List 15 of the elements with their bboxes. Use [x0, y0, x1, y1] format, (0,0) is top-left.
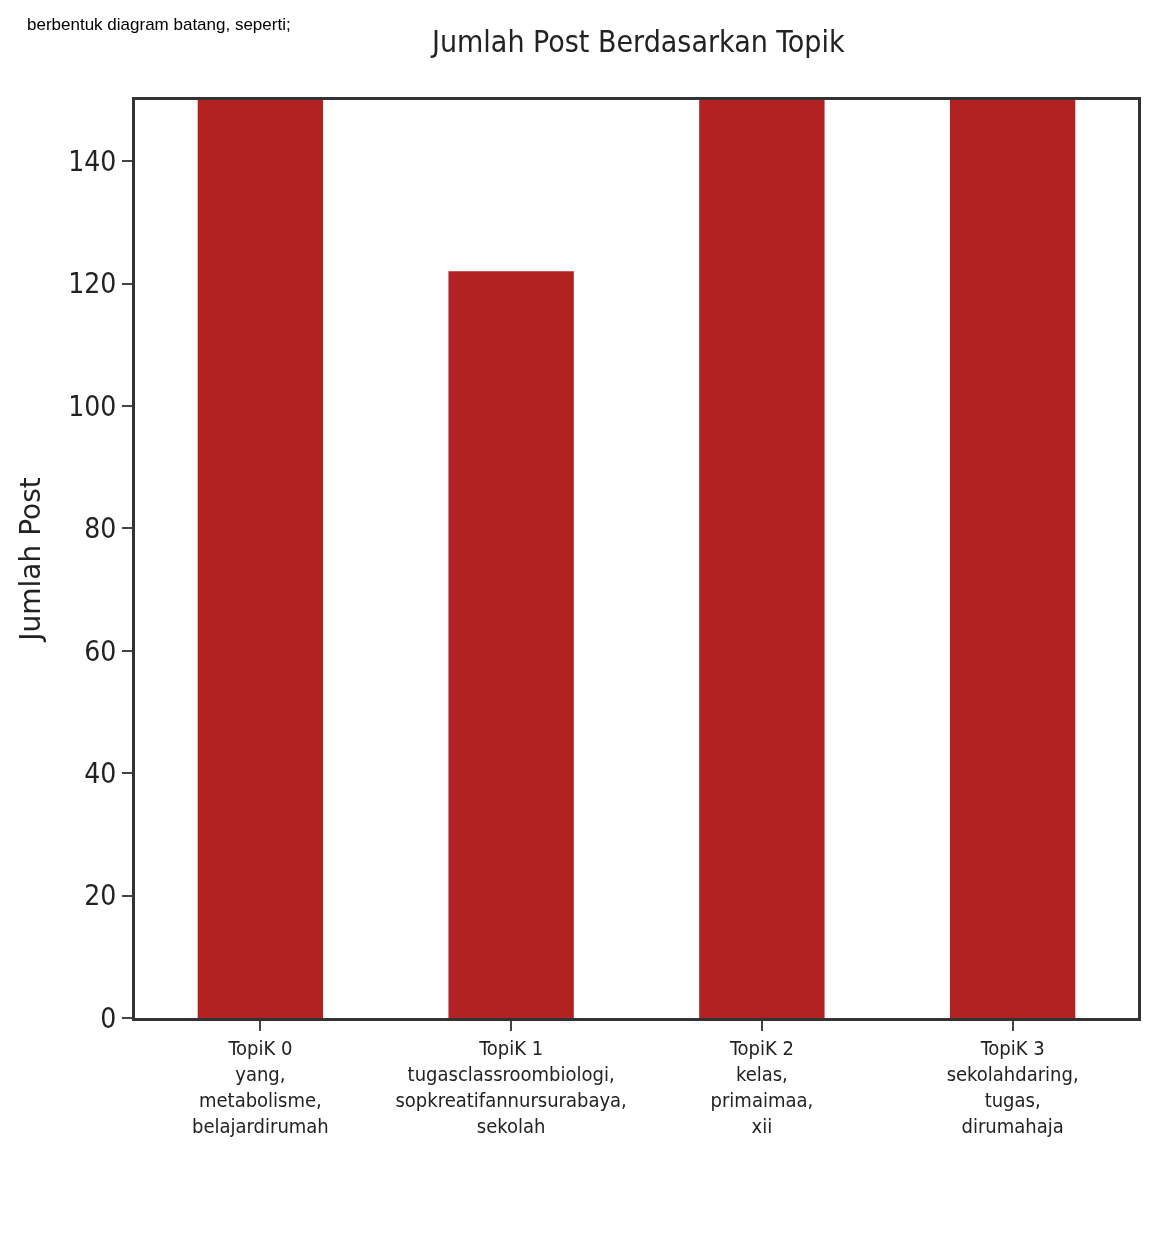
x-tick-label: TopiK 1 tugasclassroombiologi, sopkreatifannursurabaya, sekolah: [395, 1036, 627, 1138]
y-tick-label: 80: [84, 512, 117, 546]
y-tick-label: 20: [84, 879, 117, 913]
y-tick-label: 140: [68, 145, 117, 178]
chart-title: Jumlah Post Berdasarkan Topik: [429, 24, 845, 60]
y-tick-label: 40: [84, 757, 117, 790]
y-tick-label: 0: [100, 1001, 117, 1035]
y-tick-label: 120: [68, 267, 117, 301]
x-tick-label: TopiK 3 sekolahdaring, tugas, dirumahaja: [946, 1036, 1079, 1138]
y-axis-title: Jumlah Post: [14, 477, 48, 643]
y-tick-label: 60: [84, 634, 117, 668]
y-tick-label: 100: [68, 389, 117, 423]
x-tick-label: TopiK 0 yang, metabolisme, belajardirumah: [191, 1036, 329, 1138]
x-tick-label: TopiK 2 kelas, primaimaa, xii: [710, 1036, 814, 1138]
text: berbentuk diagram batang, seperti;: [27, 15, 291, 34]
